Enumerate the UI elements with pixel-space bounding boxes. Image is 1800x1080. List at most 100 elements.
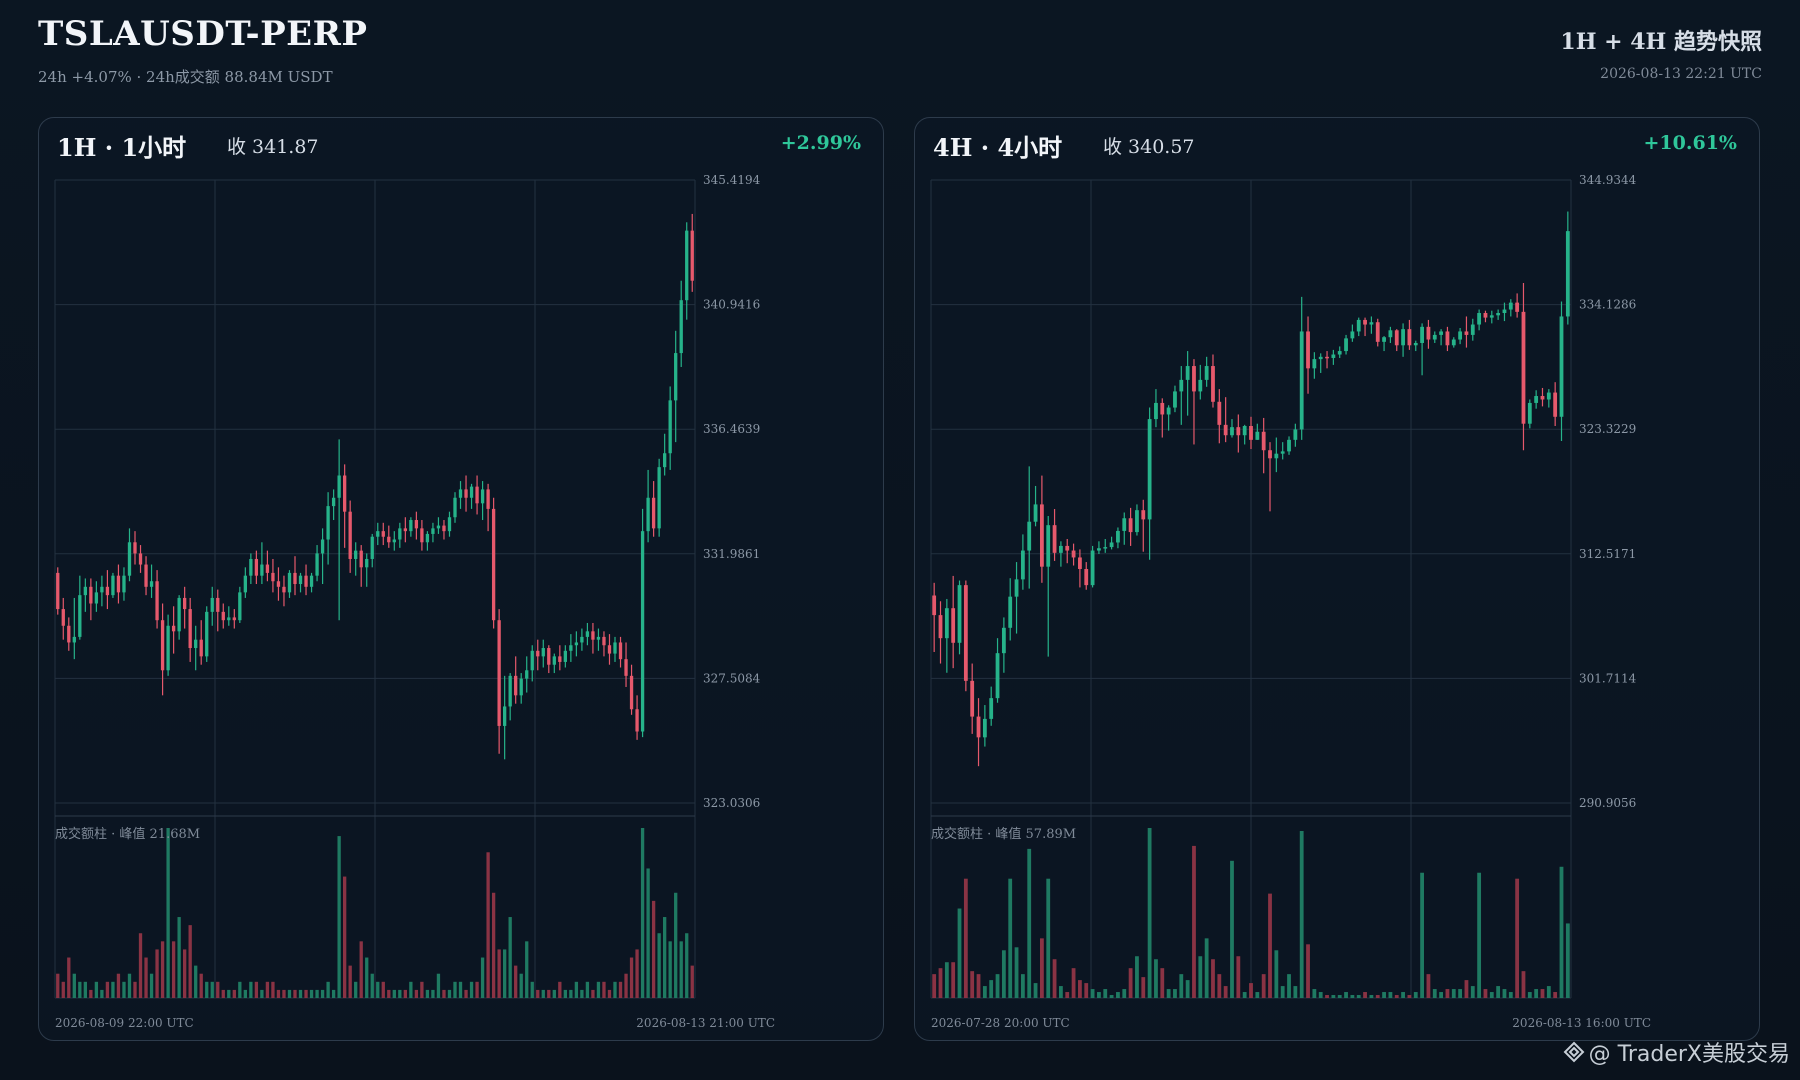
y-tick-label: 344.9344: [1579, 173, 1637, 187]
candle-body: [127, 542, 132, 576]
candle-body: [690, 230, 694, 281]
volume-bar: [951, 962, 956, 998]
volume-bar: [558, 981, 562, 998]
start-time-label: 2026-07-28 20:00 UTC: [931, 1016, 1070, 1030]
volume-bar: [425, 989, 430, 998]
candle-body: [508, 675, 512, 707]
candle-body: [359, 550, 363, 568]
volume-bar: [1255, 992, 1260, 998]
volume-bar: [1388, 992, 1393, 998]
candle-body: [1249, 426, 1253, 440]
volume-bar: [83, 981, 87, 998]
change-percent: +10.61%: [1643, 132, 1737, 154]
candlestick-chart-4h[interactable]: 344.9344 334.1286 323.3229 312.5171 301.7114…: [915, 118, 1761, 1042]
candle-body: [640, 531, 645, 732]
candle-body: [1001, 627, 1006, 654]
end-time-label: 2026-08-13 21:00 UTC: [636, 1016, 775, 1030]
volume-bar: [1426, 974, 1431, 998]
volume-bar: [1337, 995, 1342, 998]
volume-bar: [1211, 959, 1215, 998]
volume-bar: [298, 989, 303, 998]
volume-bar: [685, 933, 689, 998]
candle-body: [651, 497, 656, 529]
candle-body: [480, 489, 485, 504]
volume-bar: [320, 989, 325, 998]
symbol-title: TSLAUSDT-PERP: [38, 14, 368, 54]
volume-bar: [982, 986, 987, 998]
candle-body: [569, 645, 573, 651]
volume-bar: [1116, 992, 1120, 998]
volume-bar: [67, 957, 71, 998]
candle-body: [464, 489, 468, 498]
volume-bar: [1534, 989, 1539, 998]
volume-bar: [1242, 992, 1247, 998]
volume-bar: [1198, 956, 1203, 998]
volume-bar: [1052, 959, 1057, 998]
volume-bar: [271, 981, 275, 998]
candle-body: [376, 531, 380, 537]
candle-body: [995, 653, 1000, 699]
volume-bar: [1382, 992, 1386, 998]
panel-timeframe-label: 4H · 4小时: [933, 133, 1063, 162]
volume-bar: [365, 957, 369, 998]
volume-bar: [596, 981, 601, 998]
y-tick-label: 331.9861: [703, 547, 760, 561]
candle-body: [1553, 392, 1558, 417]
candle-body: [1496, 313, 1501, 316]
volume-bar: [1477, 872, 1482, 998]
volume-bar: [580, 989, 584, 998]
volume-bar: [475, 981, 479, 998]
volume-bar: [514, 965, 518, 998]
volume-bar: [359, 941, 363, 998]
volume-bar: [1033, 983, 1038, 998]
volume-bar: [127, 973, 132, 998]
candle-body: [343, 475, 347, 512]
volume-bar: [591, 989, 595, 998]
candle-body: [552, 656, 556, 665]
candle-body: [982, 718, 987, 738]
volume-bar: [1496, 986, 1501, 998]
chart-panel-1h: 345.4194 340.9416 336.4639 331.9861 327.5084…: [38, 117, 884, 1041]
volume-bar: [944, 962, 949, 998]
volume-bar: [1071, 968, 1076, 998]
volume-bar: [94, 981, 99, 998]
candle-body: [138, 553, 143, 565]
candle-body: [315, 553, 319, 576]
volume-bar: [976, 974, 981, 998]
candle-body: [188, 609, 192, 649]
volume-bar: [260, 989, 264, 998]
candle-body: [1217, 401, 1222, 425]
candle-body: [1375, 322, 1380, 342]
volume-bar: [1394, 995, 1399, 998]
candle-body: [89, 586, 93, 604]
volume-bar: [1312, 989, 1317, 998]
volume-bar: [199, 973, 203, 998]
volume-bar: [243, 989, 247, 998]
candle-body: [547, 648, 551, 665]
candle-body: [287, 572, 292, 593]
volume-bar: [1502, 989, 1507, 998]
candles: [932, 211, 1570, 767]
candle-body: [541, 648, 545, 657]
volume-bar: [541, 989, 545, 998]
candle-body: [1445, 331, 1450, 346]
candle-body: [348, 511, 352, 559]
volume-bar: [563, 989, 567, 998]
volume-bar: [1185, 980, 1190, 998]
volume-bar: [690, 965, 694, 998]
candle-body: [1261, 431, 1266, 451]
volume-bar: [188, 925, 192, 998]
candle-body: [1388, 330, 1393, 338]
volume-bar: [282, 989, 286, 998]
candle-body: [276, 581, 281, 587]
candle-body: [1369, 322, 1374, 325]
candle-body: [1312, 359, 1317, 369]
candle-body: [1464, 331, 1469, 335]
volume-bar: [1027, 848, 1032, 998]
candle-body: [1014, 579, 1019, 597]
volume-bar: [585, 981, 590, 998]
candle-body: [1350, 331, 1355, 339]
candle-body: [624, 659, 628, 676]
candlestick-chart-1h[interactable]: 345.4194 340.9416 336.4639 331.9861 327.5084…: [39, 118, 885, 1042]
volume-bar: [381, 981, 385, 998]
